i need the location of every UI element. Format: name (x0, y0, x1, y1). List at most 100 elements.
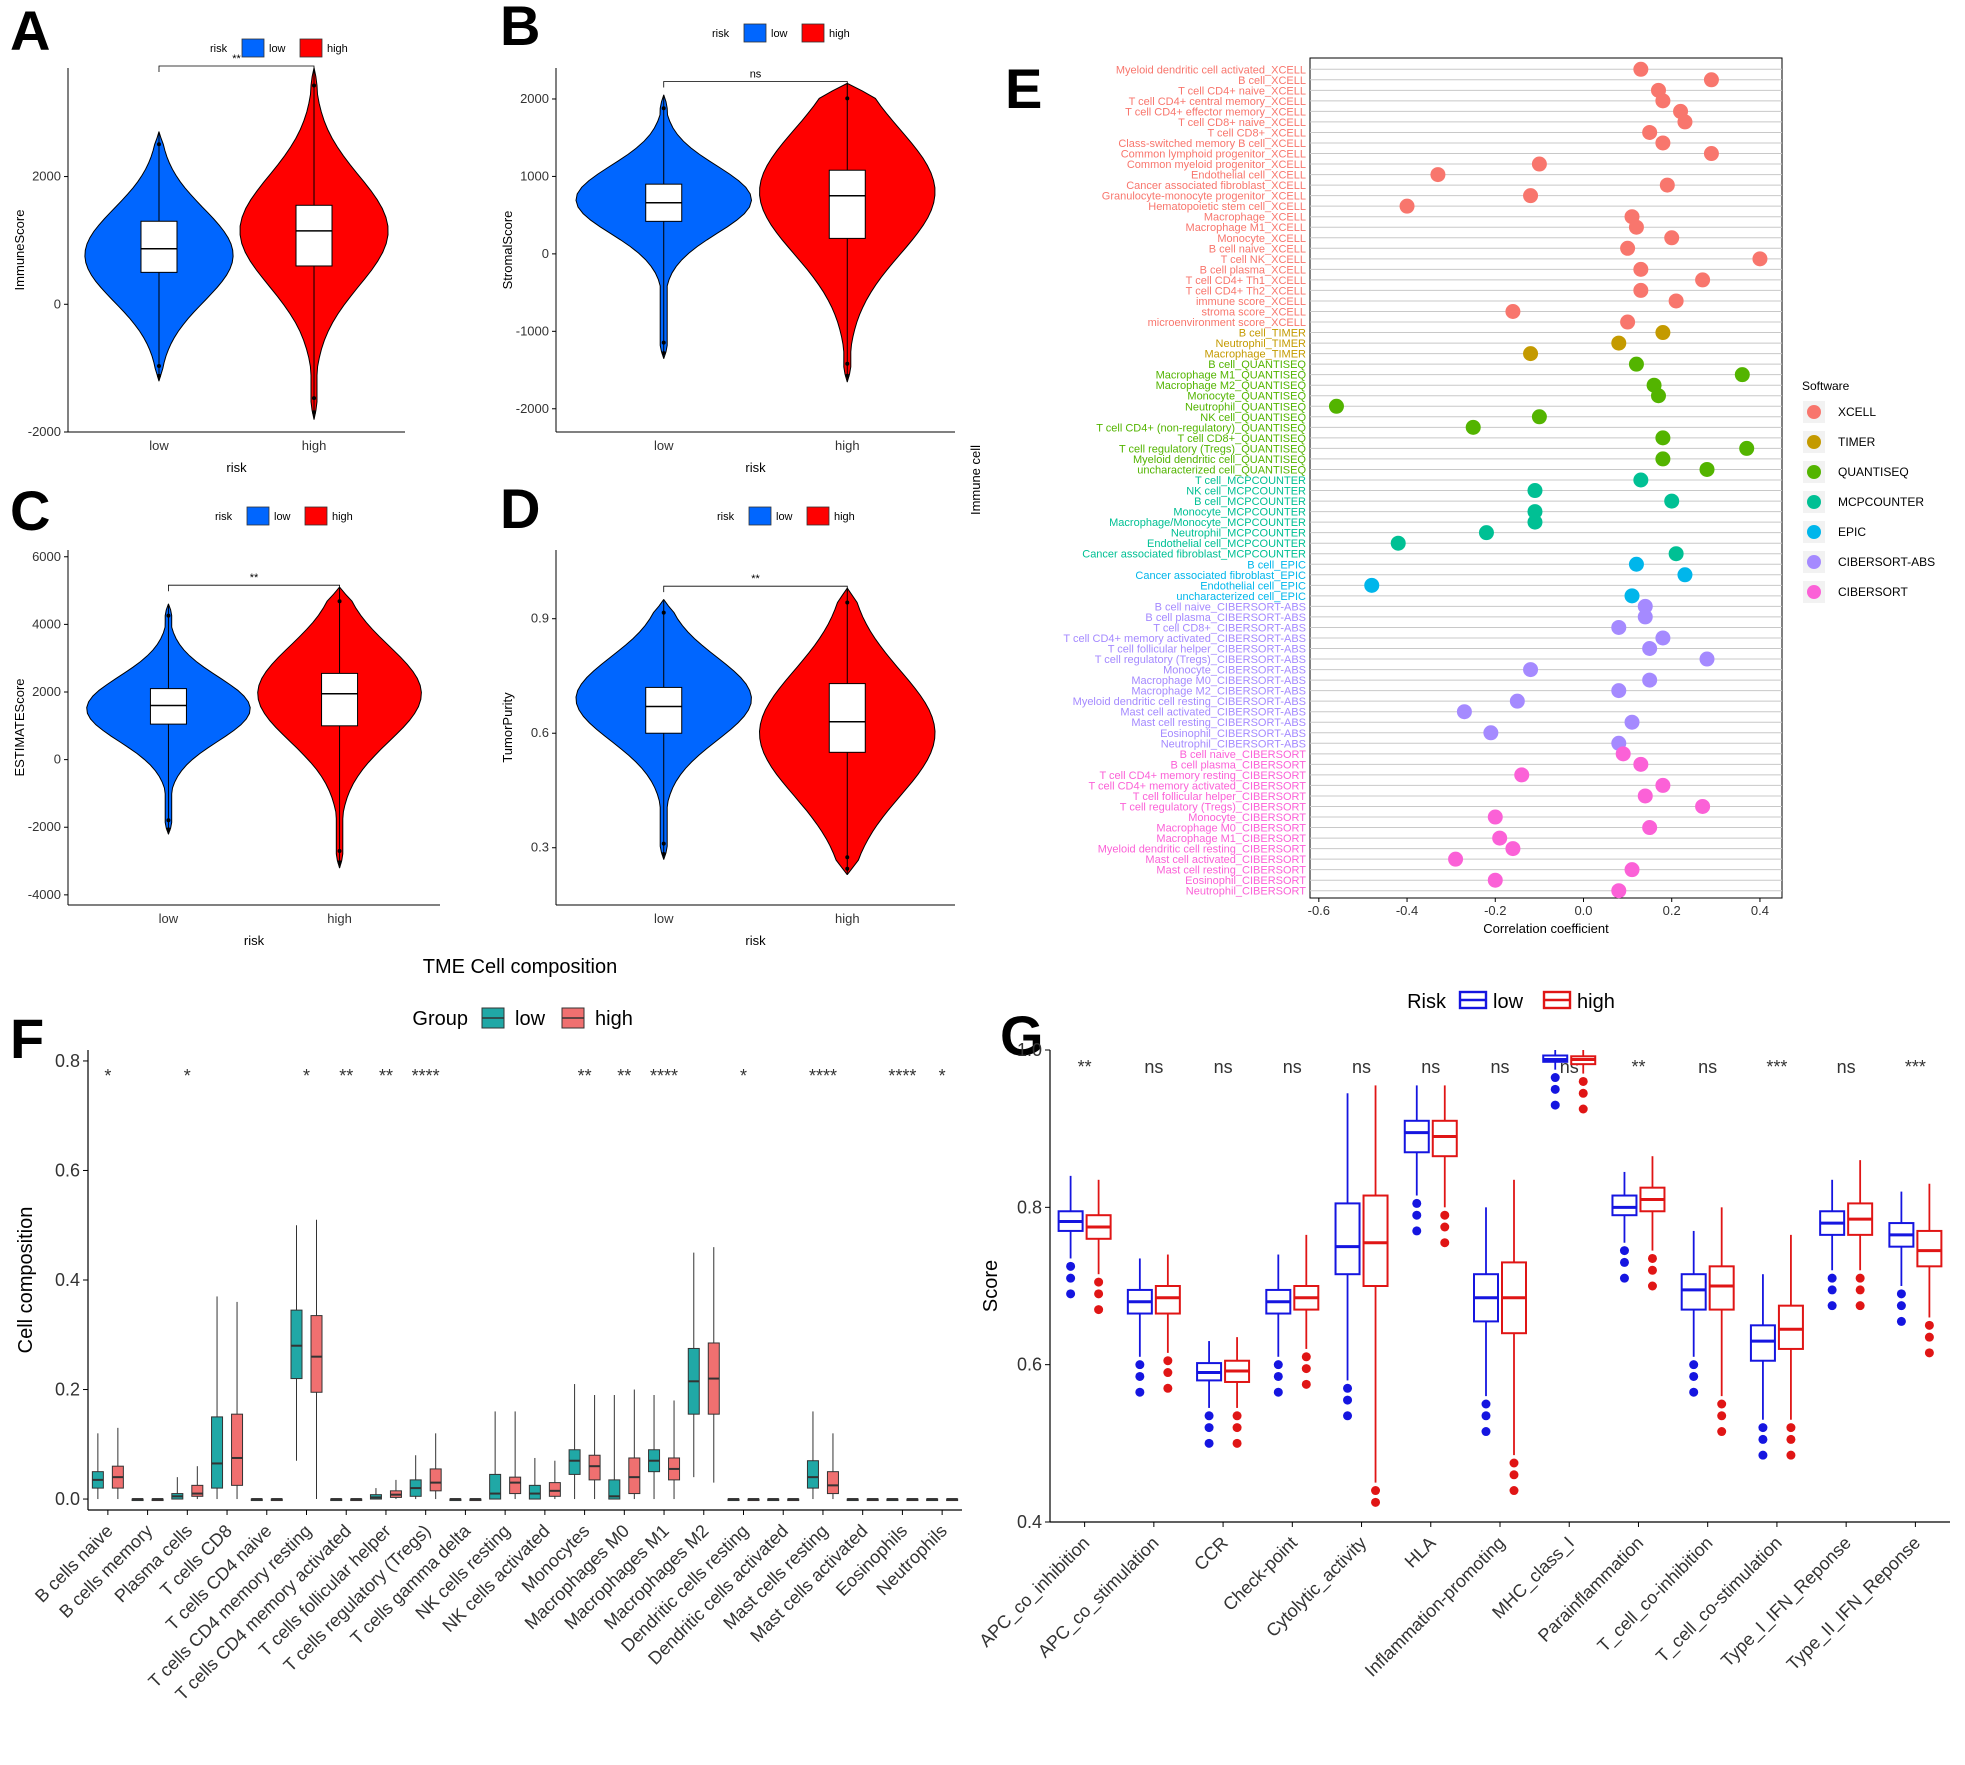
box-high (1431, 1119, 1458, 1158)
legend-label-high: high (327, 43, 348, 55)
significance-label: ns (1421, 1057, 1440, 1077)
box-high (828, 683, 866, 753)
significance-label: **** (888, 1066, 916, 1086)
outlier-low (661, 852, 666, 857)
outlier-low (1135, 1387, 1145, 1397)
legend-label-high: high (834, 511, 855, 523)
point-neutrophil-cibersort (1611, 883, 1627, 899)
row-label: Myeloid dendritic cell resting_CIBERSORT… (1073, 696, 1306, 708)
outlier-high (845, 361, 850, 366)
legend-swatch-low (748, 506, 772, 526)
point-macrophage-m0-cibersort (1642, 820, 1658, 836)
y-tick-label: 0.6 (55, 1160, 80, 1180)
point-macrophage-m1-quantiseq (1734, 367, 1750, 383)
x-tick-label-t-cell-co-inhibition: T_cell_co-inhibition (1593, 1533, 1717, 1657)
outlier-low (1550, 1100, 1560, 1110)
row-label: T cell CD4+ memory activated_CIBERSORT-A… (1063, 633, 1306, 645)
point-t-cell-cd4-memory-resting-cibersort (1514, 767, 1530, 783)
y-tick-label: 4000 (32, 616, 61, 631)
row-label: Cancer associated fibroblast_XCELL (1126, 180, 1306, 192)
x-axis-title: risk (745, 460, 766, 475)
row-label: Macrophage M0_CIBERSORT (1156, 823, 1306, 835)
outlier-low (1827, 1285, 1837, 1295)
x-tick-label: 0.0 (1574, 903, 1592, 918)
x-tick-label-high: high (327, 911, 352, 926)
point-b-cell-plasma-cibersort-abs (1637, 609, 1653, 625)
row-label: B cell plasma_XCELL (1200, 264, 1306, 276)
legend-swatch-low (241, 38, 265, 58)
legend-swatch-low (246, 506, 270, 526)
row-label: Mast cell resting_CIBERSORT (1156, 865, 1306, 877)
x-tick-label-inflammation-promoting: Inflammation-promoting (1361, 1533, 1509, 1681)
point-nk-cell-quantiseq (1531, 409, 1547, 425)
significance-label: ns (1698, 1057, 1717, 1077)
box-high (1362, 1194, 1389, 1287)
row-label: T cell CD8+_CIBERSORT-ABS (1153, 622, 1306, 634)
box-high (295, 204, 333, 267)
outlier-low (1550, 1084, 1560, 1094)
point-t-cell-regulatory-tregs-cibersort-abs (1699, 651, 1715, 667)
significance-label: ns (1214, 1057, 1233, 1077)
point-t-cell-cd4-th2-xcell (1633, 282, 1649, 298)
x-tick-label-low: low (654, 911, 674, 926)
legend-label-high: high (595, 1008, 633, 1030)
y-tick-label: 0 (54, 296, 61, 311)
box-low (1403, 1119, 1430, 1154)
row-label: Mast cell resting_CIBERSORT-ABS (1131, 717, 1306, 729)
legend-label-cibersort: CIBERSORT (1838, 585, 1908, 599)
significance-label: **** (650, 1066, 678, 1086)
box-high (1777, 1304, 1804, 1350)
row-label: Cancer associated fibroblast_MCPCOUNTER (1082, 549, 1306, 561)
outlier-low (661, 106, 666, 111)
point-hematopoietic-stem-cell-xcell (1399, 198, 1415, 214)
row-label: T cell CD4+ Th2_XCELL (1186, 285, 1306, 297)
point-t-cell-cd4-memory-activated-cibersort-abs (1655, 630, 1671, 646)
outlier-low (1896, 1289, 1906, 1299)
legend-title: risk (712, 28, 730, 40)
box-low (528, 1484, 541, 1500)
legend-title: Risk (1407, 991, 1447, 1013)
outlier-high (1717, 1427, 1727, 1437)
outlier-low (661, 351, 666, 356)
row-label: Hematopoietic stem cell_XCELL (1148, 201, 1306, 213)
row-label: Neutrophil_CIBERSORT-ABS (1161, 738, 1306, 750)
outlier-low (1896, 1316, 1906, 1326)
row-label: T cell CD8+_XCELL (1207, 127, 1306, 139)
point-common-myeloid-progenitor-xcell (1531, 156, 1547, 172)
box-high (429, 1468, 442, 1492)
outlier-high (1232, 1411, 1242, 1421)
legend-label-low: low (269, 43, 286, 55)
legend-label-low: low (515, 1008, 546, 1030)
outlier-high (1371, 1486, 1381, 1496)
row-label: Monocyte_CIBERSORT (1188, 812, 1306, 824)
x-tick-label: -0.4 (1396, 903, 1418, 918)
point-mast-cell-resting-cibersort (1624, 862, 1640, 878)
y-tick-label: 0.4 (1017, 1512, 1042, 1532)
y-tick-label: 0.9 (531, 611, 549, 626)
point-cancer-associated-fibroblast-xcell (1659, 177, 1675, 193)
x-axis-title: Correlation coefficient (1483, 921, 1609, 936)
row-label: Monocyte_MCPCOUNTER (1173, 507, 1306, 519)
box-low (1749, 1324, 1776, 1362)
point-macrophage-timer (1523, 346, 1539, 362)
row-label: Monocyte_QUANTISEQ (1187, 391, 1306, 403)
row-label: Common lymphoid progenitor_XCELL (1121, 149, 1306, 161)
y-axis-title: ImmuneScore (12, 210, 27, 291)
outlier-low (1343, 1383, 1353, 1393)
row-label: Macrophage M2_CIBERSORT-ABS (1131, 686, 1306, 698)
row-label: Macrophage M1_XCELL (1186, 222, 1306, 234)
row-label: Macrophage M1_QUANTISEQ (1156, 370, 1307, 382)
x-tick-label-low: low (654, 438, 674, 453)
outlier-high (1578, 1104, 1588, 1114)
row-label: T cell CD4+ memory activated_CIBERSORT (1088, 780, 1306, 792)
row-label: Macrophage M0_CIBERSORT-ABS (1131, 675, 1306, 687)
outlier-high (1647, 1253, 1657, 1263)
point-uncharacterized-cell-epic (1624, 588, 1640, 604)
x-tick-label-high: high (302, 438, 327, 453)
row-label: Macrophage/Monocyte_MCPCOUNTER (1109, 517, 1306, 529)
legend-swatch-cibersort-abs (1807, 555, 1821, 569)
outlier-high (1509, 1458, 1519, 1468)
outlier-high (1855, 1301, 1865, 1311)
box-high (1154, 1285, 1181, 1315)
panel-label: E (1005, 57, 1042, 120)
